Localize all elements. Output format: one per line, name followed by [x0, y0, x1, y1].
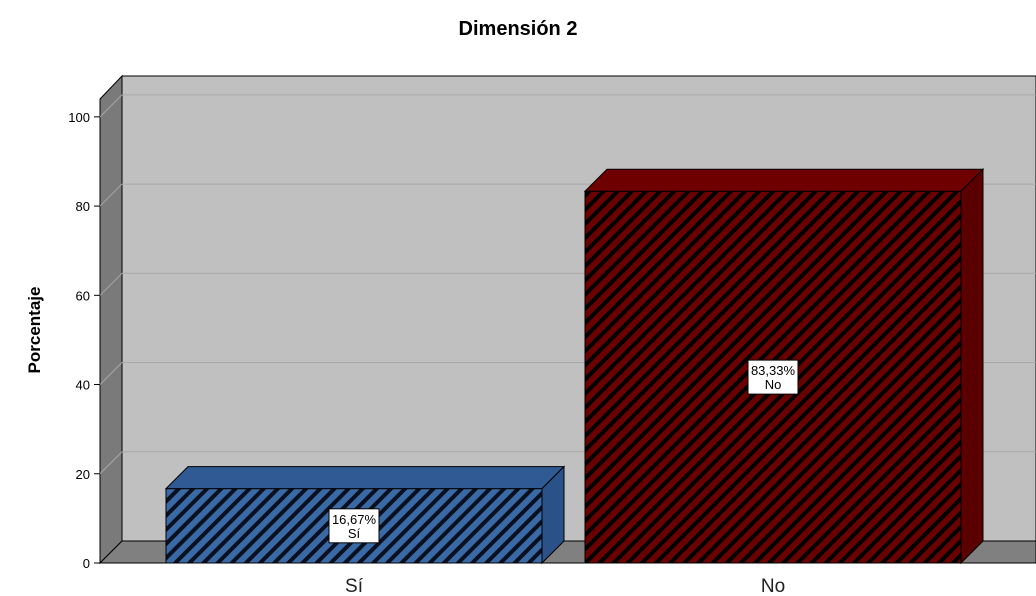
side-grid-line — [99, 183, 123, 207]
data-label-value: 83,33% — [751, 363, 796, 378]
chart-title: Dimensión 2 — [458, 18, 578, 40]
side-grid-line — [99, 272, 123, 296]
bar-1: 83,33%No — [583, 168, 985, 565]
y-axis: 0 20 40 60 80 100 — [68, 110, 100, 571]
bar-top — [164, 466, 566, 490]
y-tick-label: 40 — [76, 378, 90, 393]
x-category-label: No — [761, 576, 785, 596]
data-label-box — [747, 359, 799, 395]
side-grid-line — [99, 451, 123, 475]
data-label-category: Sí — [348, 526, 361, 541]
y-axis-label: Porcentaje — [25, 287, 44, 374]
x-axis: Sí No — [345, 576, 785, 596]
side-grid-line — [99, 94, 123, 118]
y-tick-label: 60 — [76, 288, 90, 303]
bar-side — [960, 168, 984, 565]
bar-side — [541, 465, 565, 565]
data-label-value: 16,67% — [332, 512, 377, 527]
data-label-category: No — [765, 377, 782, 392]
y-tick-label: 100 — [68, 110, 90, 125]
bar-top — [583, 168, 985, 192]
side-grid-line — [99, 362, 123, 385]
x-category-label: Sí — [345, 576, 364, 596]
y-tick-label: 80 — [76, 199, 90, 214]
data-label-box — [328, 508, 380, 544]
side-wall — [99, 74, 123, 565]
y-tick-label: 0 — [83, 556, 90, 571]
y-tick-label: 20 — [76, 467, 90, 482]
bar-0: 16,67%Sí — [164, 465, 566, 565]
